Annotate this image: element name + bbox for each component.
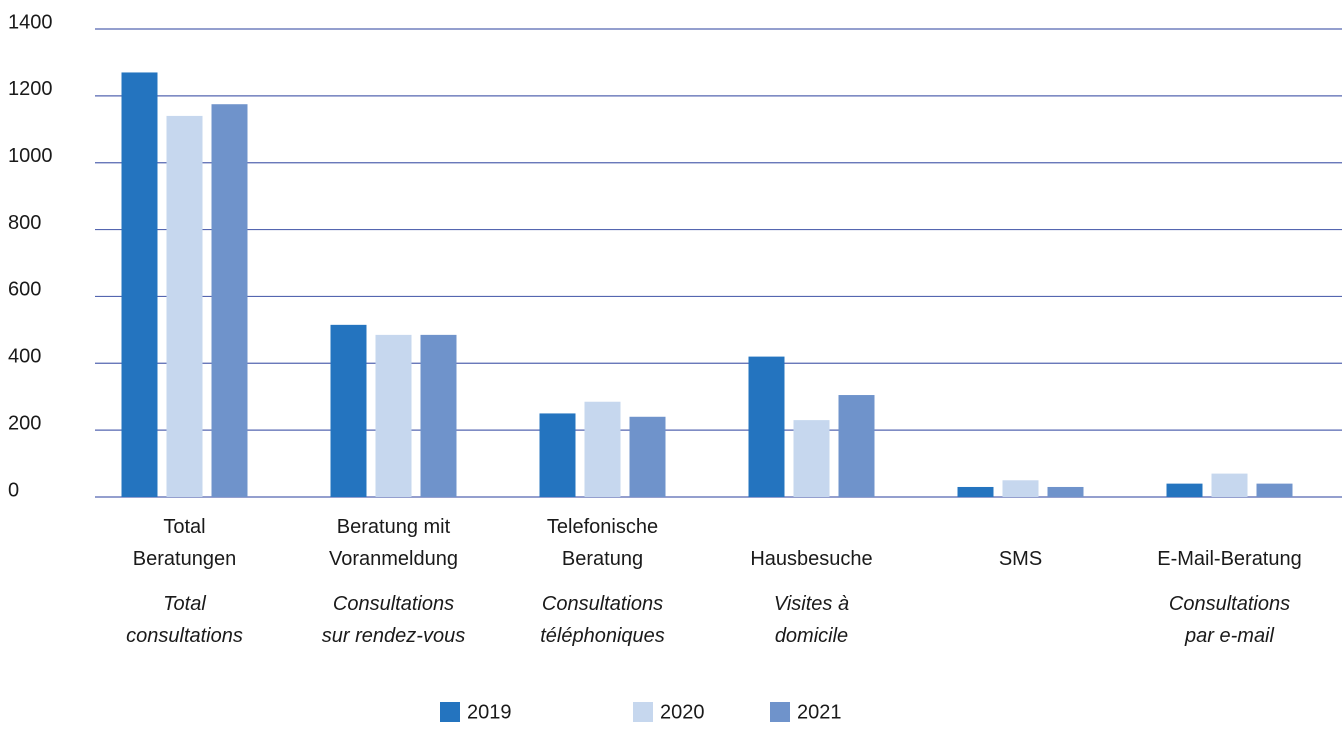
x-tick-label: SMS [998,548,1043,570]
bar [420,334,457,497]
bar [629,416,666,497]
bar [1047,486,1084,497]
legend-swatch [440,702,460,722]
x-tick-sublabel: Consultations par e-mail [1168,593,1291,647]
legend-swatch [633,702,653,722]
x-tick-label: Total Beratungen [132,516,237,570]
bar [838,395,875,497]
x-tick-sublabel: Consultations téléphoniques [540,593,665,647]
y-tick-label: 600 [8,279,41,301]
bar [330,324,367,497]
bar [1166,483,1203,497]
bar [211,104,248,497]
bar [166,115,203,498]
bar [957,486,994,497]
x-tick-label: E-Mail-Beratung [1157,548,1302,570]
x-tick-label: Beratung mit Voranmeldung [329,516,458,570]
y-tick-label: 0 [8,479,19,501]
legend-swatch [770,702,790,722]
bar [584,401,621,497]
bar [793,420,830,497]
x-tick-label: Telefonische Beratung [546,516,659,570]
legend-label: 2019 [467,701,512,723]
bar [539,413,576,497]
bar [1256,483,1293,497]
bar [748,356,785,497]
bar [1211,473,1248,497]
bar [1002,480,1039,497]
x-tick-sublabel: Total consultations [126,593,243,647]
legend-label: 2021 [797,701,842,723]
y-tick-label: 400 [8,346,41,368]
y-tick-label: 200 [8,412,41,434]
x-tick-sublabel: Visites à domicile [773,593,850,647]
y-tick-label: 1000 [8,145,53,167]
x-tick-label: Hausbesuche [750,548,873,570]
y-tick-label: 800 [8,212,41,234]
y-tick-label: 1400 [8,11,53,33]
y-tick-label: 1200 [8,78,53,100]
legend-label: 2020 [660,701,705,723]
bar [375,334,412,497]
x-tick-sublabel: Consultations sur rendez-vous [321,593,466,647]
bar [121,72,158,497]
